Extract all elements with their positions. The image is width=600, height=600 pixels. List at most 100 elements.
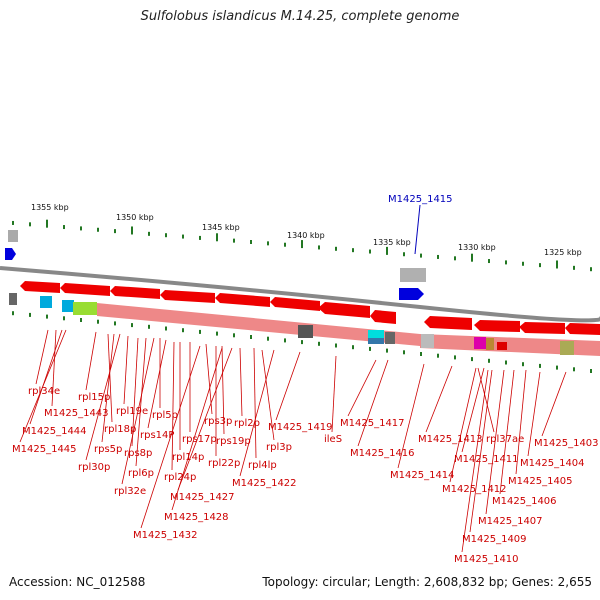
kbp-label-1340: 1340 kbp [287,231,325,240]
gene-label-iles[interactable]: ileS [324,434,342,445]
highlight-pointer [414,204,421,255]
leader-line [177,347,233,491]
genome-backbone [0,266,600,323]
gene-label-m1425-1403[interactable]: M1425_1403 [534,438,599,449]
highlight-gene-arrow[interactable] [399,288,424,300]
tick-dots-outer [12,219,592,272]
gene-label-rpl2p[interactable]: rpl2p [234,418,260,429]
gene-label-rpl15p[interactable]: rpl15p [78,392,110,403]
gene-label-m1425-1414[interactable]: M1425_1414 [390,470,455,481]
leader-line [527,371,541,457]
leader-line [35,329,49,385]
gene-label-m1425-1422[interactable]: M1425_1422 [232,478,297,489]
gene-label-m1425-1432[interactable]: M1425_1432 [133,530,198,541]
map-title: Sulfolobus islandicus M.14.25, complete … [140,9,460,24]
gene-label-m1425-1427[interactable]: M1425_1427 [170,492,235,503]
gene-label-m1425-1409[interactable]: M1425_1409 [462,534,527,545]
highlight-gene-label[interactable]: M1425_1415 [388,194,453,205]
topology-text: Topology: circular; Length: 2,608,832 bp… [262,575,592,589]
leader-line [239,349,275,477]
feature-gray [8,230,18,242]
gene-label-m1425-1428[interactable]: M1425_1428 [164,512,229,523]
leader-line [331,355,337,433]
leader-line [499,369,515,495]
gene-label-rpl19e[interactable]: rpl19e [116,406,148,417]
gene-label-m1425-1411[interactable]: M1425_1411 [454,454,519,465]
gene-label-m1425-1444[interactable]: M1425_1444 [22,426,87,437]
gene-label-m1425-1419[interactable]: M1425_1419 [268,422,333,433]
gene-label-rps5p[interactable]: rps5p [94,444,122,455]
leader-line [101,333,115,443]
gene-label-m1425-1445[interactable]: M1425_1445 [12,444,77,455]
leader-line [515,369,527,475]
leader-line [107,333,113,423]
leader-line [461,369,489,553]
gene-label-rpl14p[interactable]: rpl14p [172,452,204,463]
kbp-label-1345: 1345 kbp [202,223,240,232]
leader-line [261,349,275,441]
gene-label-rpl24p[interactable]: rpl24p [164,472,196,483]
strand-reverse-features [40,296,600,356]
strand-forward-genes [20,281,600,335]
gene-label-rps8p[interactable]: rps8p [124,448,152,459]
accession-text: Accession: NC_012588 [9,575,146,589]
leader-line [425,365,453,433]
leader-line [51,329,57,407]
gene-label-m1425-1412[interactable]: M1425_1412 [442,484,507,495]
gene-label-m1425-1407[interactable]: M1425_1407 [478,516,543,527]
kbp-label-1325: 1325 kbp [544,248,582,257]
gene-label-rpl3p[interactable]: rpl3p [266,442,292,453]
kbp-label-1335: 1335 kbp [373,238,411,247]
gene-label-rpl22p[interactable]: rpl22p [208,458,240,469]
gene-label-rpl34e[interactable]: rpl34e [28,386,60,397]
leader-line [469,369,493,533]
leader-line [85,331,97,391]
leader-line [221,345,225,435]
kbp-label-1330: 1330 kbp [458,243,496,252]
gene-label-rpl32e[interactable]: rpl32e [114,486,146,497]
label-leader-lines [19,329,567,553]
leader-line [147,339,167,429]
gene-label-m1425-1443[interactable]: M1425_1443 [44,408,109,419]
leader-line [477,367,495,433]
gene-label-rpl30p[interactable]: rpl30p [78,462,110,473]
gene-label-m1425-1405[interactable]: M1425_1405 [508,476,573,487]
gene-label-rps17p[interactable]: rps17p [182,434,217,445]
leader-line [121,337,155,485]
leader-line [19,329,67,443]
gene-label-rpl37ae[interactable]: rpl37ae [486,434,524,445]
highlight-gene-box [400,268,426,282]
kbp-label-1350: 1350 kbp [116,213,154,222]
leader-line [461,367,485,453]
leader-line [85,333,121,461]
feature-dark [9,293,17,305]
feature-blue-arrow [5,248,16,260]
leader-line [131,337,139,447]
leader-line [541,371,567,437]
gene-label-rps14p[interactable]: rps14P [140,430,174,441]
gene-label-m1425-1417[interactable]: M1425_1417 [340,418,405,429]
leader-line [29,329,63,425]
leader-line [239,347,243,417]
gene-label-m1425-1406[interactable]: M1425_1406 [492,496,557,507]
leader-line [140,345,201,529]
leader-line [397,363,425,469]
leader-line [135,337,147,467]
gene-label-m1425-1404[interactable]: M1425_1404 [520,458,585,469]
gene-label-rpl6p[interactable]: rpl6p [128,468,154,479]
gene-label-m1425-1410[interactable]: M1425_1410 [454,554,519,565]
gene-label-rpl5p[interactable]: rpl5p [152,410,178,421]
gene-label-rpl4lp[interactable]: rpl4lp [248,460,277,471]
leader-line [171,347,223,511]
tick-dots-inner [12,311,592,373]
leader-line [357,359,389,447]
gene-label-rpl18p[interactable]: rpl18p [104,424,136,435]
leader-line [347,359,377,417]
leader-line [123,335,129,405]
leader-line [253,347,257,459]
gene-label-rps19p[interactable]: rps19p [216,436,251,447]
gene-label-m1425-1416[interactable]: M1425_1416 [350,448,415,459]
leader-line [171,341,175,471]
gene-label-m1425-1413[interactable]: M1425_1413 [418,434,483,445]
gene-label-rps3p[interactable]: rps3p [204,416,232,427]
